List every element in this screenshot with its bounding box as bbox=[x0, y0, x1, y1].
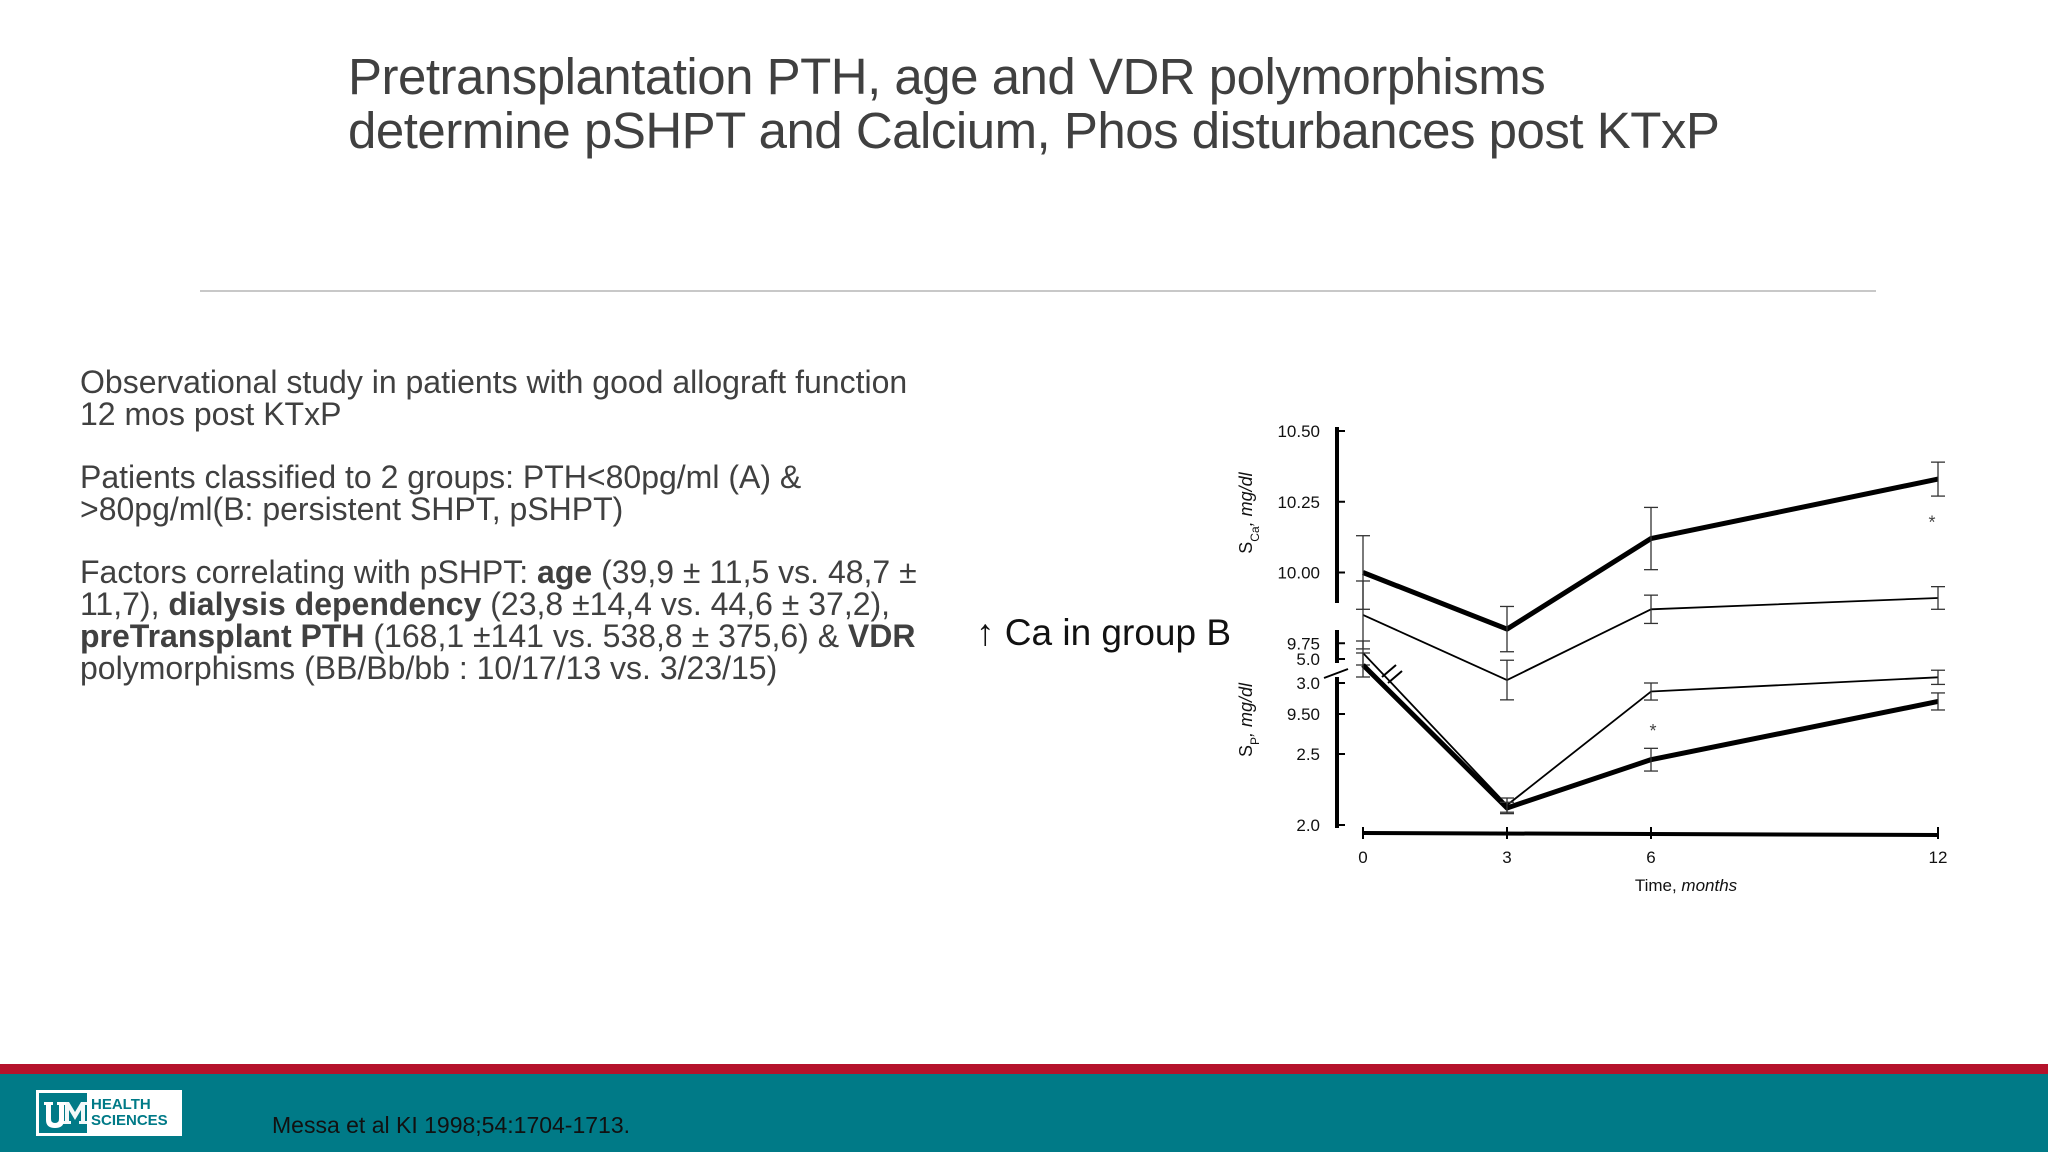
ca-series-thick-line bbox=[1362, 476, 1939, 632]
p-y-axis-label: SP, mg/dl bbox=[1236, 682, 1262, 757]
factor-age: age bbox=[537, 554, 593, 590]
ca-y-axis-label: SCa, mg/dl bbox=[1236, 471, 1262, 553]
factors-text-3: (23,8 ±14,4 vs. 44,6 ± 37,2), bbox=[481, 586, 891, 622]
factors-text-2: (39,9 ± 11,5 vs. 48,7 ± 11,7), bbox=[80, 554, 917, 622]
factors-text-1: Factors correlating with pSHPT: bbox=[80, 554, 538, 590]
unm-logo-icon bbox=[39, 1093, 87, 1133]
calcium-annotation: ↑ Ca in group B bbox=[976, 612, 1232, 653]
footer-red-stripe bbox=[0, 1064, 2048, 1074]
factors-text-4: (168,1 ±141 vs. 538,8 ± 375,6) & bbox=[364, 618, 848, 654]
p-significance-mark: * bbox=[1649, 721, 1656, 741]
p-y-tick-label: 2.5 bbox=[1296, 745, 1320, 764]
x-tick-label: 12 bbox=[1929, 848, 1948, 867]
x-tick-label: 3 bbox=[1502, 848, 1511, 867]
p-line-break-mark bbox=[1387, 670, 1403, 684]
citation: Messa et al KI 1998;54:1704-1713. bbox=[272, 1112, 631, 1138]
title-line-2: determine pSHPT and Calcium, Phos distur… bbox=[348, 102, 1720, 159]
bullet-groups: Patients classified to 2 groups: PTH<80p… bbox=[80, 459, 802, 527]
factors-text-5: polymorphisms (BB/Bb/bb : 10/17/13 vs. 3… bbox=[80, 650, 778, 686]
p-line-break-mark bbox=[1381, 664, 1397, 678]
axis-break-mark bbox=[1323, 668, 1349, 679]
p-y-tick-label: 5.0 bbox=[1296, 650, 1320, 669]
ca-y-tick-label: 9.75 bbox=[1287, 634, 1320, 653]
bullet-factors: Factors correlating with pSHPT: age (39,… bbox=[80, 556, 950, 684]
title-line-1: Pretransplantation PTH, age and VDR poly… bbox=[348, 48, 1546, 105]
logo-text: HEALTH SCIENCES bbox=[91, 1097, 168, 1129]
bullet-study: Observational study in patients with goo… bbox=[80, 364, 908, 432]
body-text: Observational study in patients with goo… bbox=[80, 366, 950, 715]
factor-vdr: VDR bbox=[847, 618, 916, 654]
title-divider bbox=[200, 290, 1876, 292]
ca-y-tick-label: 9.50 bbox=[1287, 705, 1320, 724]
x-tick-label: 0 bbox=[1358, 848, 1367, 867]
p-series-thin-line bbox=[1362, 652, 1939, 807]
footer-bar bbox=[0, 1074, 2048, 1152]
p-y-tick-label: 3.0 bbox=[1296, 674, 1320, 693]
calcium-phosphate-chart: 10.50 10.25 10.00 9.75 9.50 5.0 3.0 2.5 2.0 SCa, … bbox=[1236, 422, 1948, 895]
p-series-thick-line bbox=[1361, 663, 1939, 811]
x-tick-label: 6 bbox=[1646, 848, 1655, 867]
factor-dialysis: dialysis dependency bbox=[168, 586, 482, 622]
ca-y-tick-label: 10.25 bbox=[1277, 493, 1320, 512]
ca-y-tick-label: 10.00 bbox=[1277, 564, 1320, 583]
factor-pth: preTransplant PTH bbox=[80, 618, 365, 654]
p-y-tick-label: 2.0 bbox=[1296, 816, 1320, 835]
x-axis-label: Time, months bbox=[1635, 876, 1738, 895]
unm-health-sciences-logo: HEALTH SCIENCES bbox=[36, 1090, 182, 1136]
ca-series-thin-line bbox=[1362, 597, 1939, 681]
ca-significance-mark: * bbox=[1928, 513, 1935, 533]
ca-y-tick-label: 10.50 bbox=[1277, 422, 1320, 441]
slide-title: Pretransplantation PTH, age and VDR poly… bbox=[348, 50, 1848, 158]
logo-line-2: SCIENCES bbox=[91, 1112, 168, 1129]
logo-line-1: HEALTH bbox=[91, 1096, 151, 1113]
